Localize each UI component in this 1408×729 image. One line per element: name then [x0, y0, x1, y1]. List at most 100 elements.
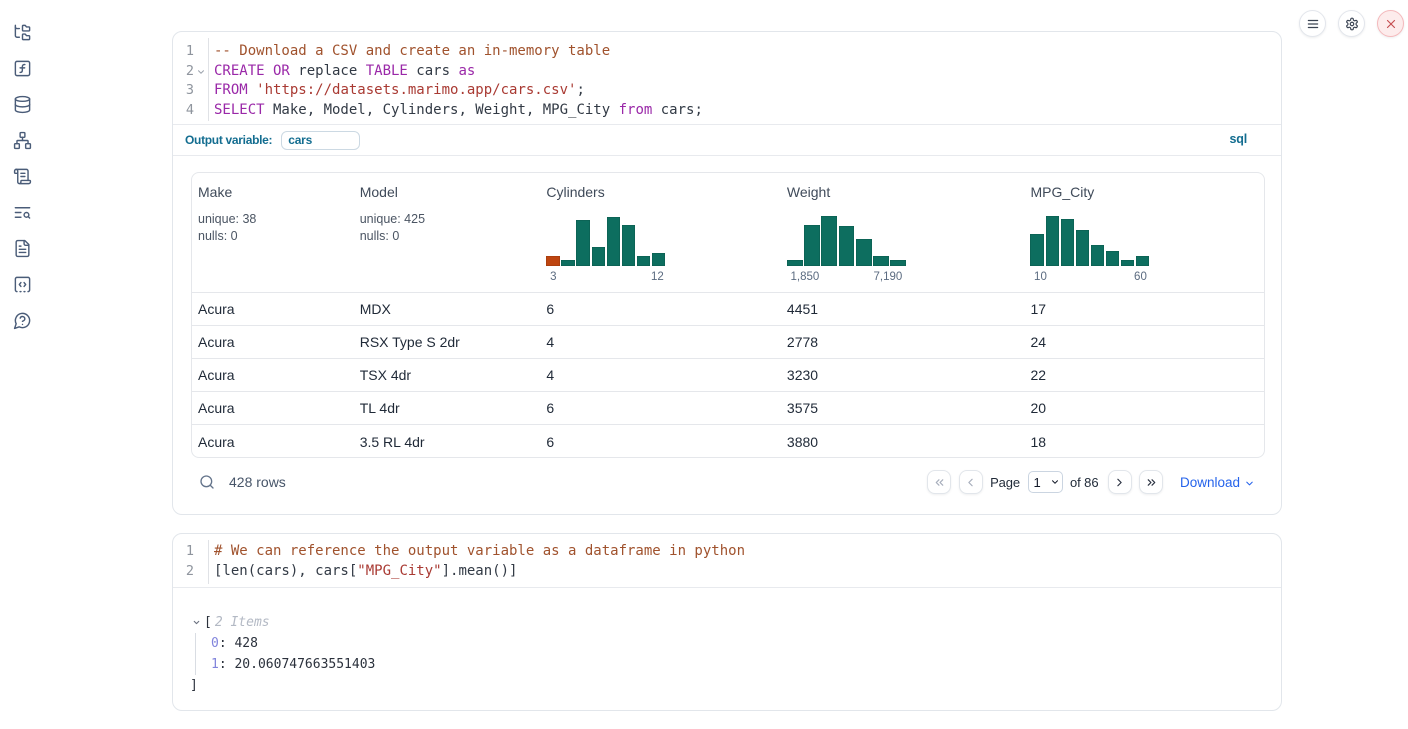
code-text: [len(cars), cars["MPG_City"].mean()] [208, 562, 1281, 582]
table-cell: 20 [1030, 400, 1047, 416]
table-cell: 3230 [786, 367, 819, 383]
table-cell: 2778 [786, 334, 819, 350]
settings-button[interactable] [1338, 10, 1365, 37]
column-header-cylinders[interactable]: Cylinders 3 12 [546, 173, 787, 292]
column-histogram: 1,850 7,190 [786, 216, 1031, 285]
histogram-bar [855, 239, 872, 266]
code-token: -- Download a CSV and create an in-memor… [214, 43, 611, 59]
histogram-bar [1120, 260, 1135, 266]
table-row[interactable]: Acura RSX Type S 2dr 4 2778 24 [192, 326, 1264, 359]
code-editor[interactable]: 1 -- Download a CSV and create an in-memo… [173, 32, 1281, 125]
column-stat: unique: 425 [359, 212, 426, 226]
code-token: ].mean()] [441, 562, 518, 579]
line-number: 1 [185, 543, 194, 559]
histogram-bar [1135, 256, 1150, 266]
tree-item-value: : 428 [218, 636, 258, 651]
column-title: Cylinders [546, 184, 605, 200]
chevron-right-icon [1117, 478, 1123, 486]
histogram-axis: 3 12 [546, 271, 787, 285]
table-search-button[interactable] [199, 474, 215, 490]
table-cell: Acura [198, 400, 235, 416]
code-token: TABLE [365, 62, 408, 79]
notebook-menu-button[interactable] [1299, 10, 1326, 37]
table-cell: 3880 [786, 433, 819, 450]
tree-guide-line [194, 633, 196, 675]
page-select-wrap: 1 [1027, 471, 1063, 493]
table-row[interactable]: Acura 3.5 RL 4dr 6 3880 18 [192, 425, 1264, 457]
histogram-bars [1030, 216, 1150, 266]
chevron-down-icon [198, 69, 204, 74]
table-row[interactable]: Acura TSX 4dr 4 3230 22 [192, 359, 1264, 392]
sidebar-item-scratchpad[interactable] [4, 194, 40, 230]
code-token: SELECT [214, 102, 265, 119]
column-header-model[interactable]: Model unique: 425 nulls: 0 [360, 173, 547, 292]
histogram-bar [576, 220, 591, 266]
message-question-icon [13, 312, 30, 329]
shutdown-button[interactable] [1377, 10, 1404, 37]
sidebar-item-dependencies[interactable] [4, 122, 40, 158]
code-token: as [458, 62, 476, 79]
table-row[interactable]: Acura TL 4dr 6 3575 20 [192, 392, 1264, 425]
column-title: Model [359, 184, 398, 200]
histogram-bar [821, 216, 838, 266]
code-token: 'https://datasets.marimo.app/cars.csv' [256, 82, 577, 99]
tree-open-bracket: [ [204, 615, 212, 630]
code-token: "MPG_City" [357, 562, 442, 579]
chevrons-left-icon [935, 478, 943, 486]
tree-item: 0: 428 [173, 633, 1281, 654]
histogram-bars [786, 216, 906, 266]
function-square-icon [14, 60, 30, 76]
table-cell: 22 [1030, 367, 1047, 383]
page-label: Page [990, 474, 1021, 490]
last-page-button[interactable] [1139, 470, 1164, 494]
download-button[interactable]: Download [1180, 475, 1255, 490]
column-header-mpg_city[interactable]: MPG_City 10 60 [1030, 173, 1264, 292]
line-number: 2 [185, 62, 194, 79]
output-variable-label: Output variable: [185, 133, 273, 147]
notebook-cell-python: 1 # We can reference the output variable … [172, 533, 1282, 711]
column-header-weight[interactable]: Weight 1,850 7,190 [786, 173, 1031, 292]
axis-min-label: 1,850 [790, 271, 820, 283]
first-page-button[interactable] [927, 470, 952, 494]
notebook-actions [1299, 10, 1404, 37]
table-row[interactable]: Acura MDX 6 4451 17 [192, 293, 1264, 326]
chevron-down-icon [193, 620, 200, 625]
close-icon [1386, 19, 1395, 28]
histogram-bar [636, 256, 651, 266]
code-line: 2 CREATE OR replace TABLE cars as [173, 62, 1281, 82]
gutter-divider [208, 38, 209, 121]
table-cell: 6 [546, 301, 555, 317]
page-select[interactable]: 1 [1027, 471, 1063, 493]
table-cell: 6 [546, 400, 555, 416]
tree-summary[interactable]: [2 Items [173, 612, 1281, 633]
histogram-bar [561, 260, 575, 266]
column-header-make[interactable]: Make unique: 38 nulls: 0 [198, 173, 360, 292]
pagination: Page 1 of 86 Download [927, 470, 1255, 494]
next-page-button[interactable] [1107, 470, 1132, 494]
fold-gutter [194, 81, 208, 101]
histogram-bar [1060, 219, 1075, 266]
code-token: replace [289, 62, 366, 79]
tree-close-bracket: ] [190, 678, 198, 693]
database-icon [14, 95, 30, 113]
output-variable-input[interactable] [281, 130, 361, 150]
fold-indicator[interactable] [194, 62, 208, 82]
sidebar-item-file-explorer[interactable] [4, 14, 40, 50]
sidebar-item-documentation[interactable] [4, 230, 40, 266]
sidebar-item-datasources[interactable] [4, 86, 40, 122]
sidebar-item-help[interactable] [4, 302, 40, 338]
code-token: [len(cars), cars[ [214, 562, 358, 579]
cell-language-label: sql [1229, 132, 1248, 146]
column-title: MPG_City [1030, 184, 1095, 200]
column-stat: nulls: 0 [359, 228, 400, 243]
prev-page-button[interactable] [958, 470, 983, 494]
sidebar-item-snippets[interactable] [4, 266, 40, 302]
fold-gutter [194, 542, 208, 562]
table-cell: 3.5 RL 4dr [359, 433, 425, 450]
chevrons-right-icon [1147, 478, 1156, 486]
sidebar-item-logs[interactable] [4, 158, 40, 194]
table-cell: TL 4dr [359, 400, 400, 416]
code-editor[interactable]: 1 # We can reference the output variable … [173, 534, 1281, 588]
sidebar-item-variables[interactable] [4, 50, 40, 86]
line-number: 3 [185, 82, 194, 99]
